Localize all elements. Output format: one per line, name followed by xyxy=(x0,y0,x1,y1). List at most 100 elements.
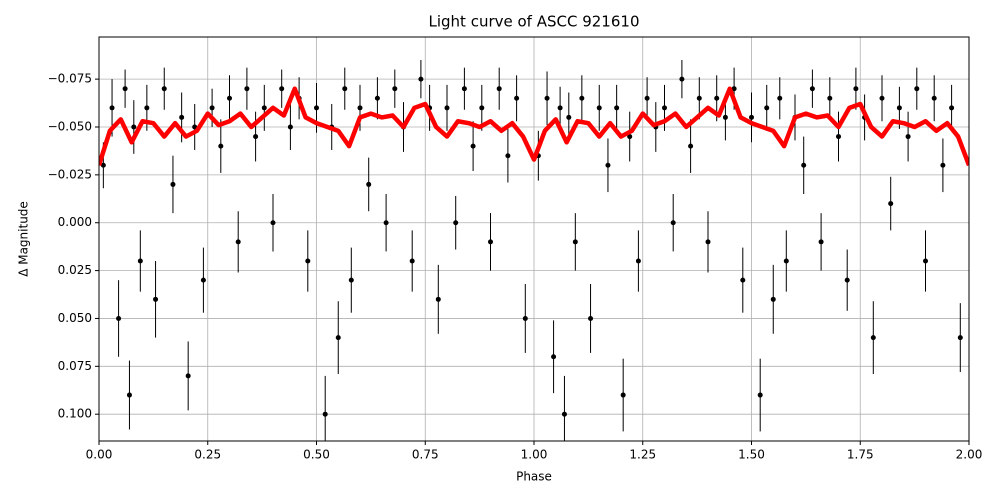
data-point xyxy=(153,296,159,302)
y-tick-label: −0.025 xyxy=(48,167,92,181)
chart-title: Light curve of ASCC 921610 xyxy=(429,13,640,31)
data-point xyxy=(514,95,520,101)
data-point xyxy=(770,296,776,302)
data-point xyxy=(374,95,380,101)
data-point xyxy=(137,258,143,264)
data-point xyxy=(314,105,319,111)
data-point xyxy=(696,95,702,101)
data-point xyxy=(305,258,311,264)
x-tick-label: 1.50 xyxy=(738,448,765,462)
y-tick-label: 0.025 xyxy=(58,263,92,277)
x-tick-label: 1.75 xyxy=(847,448,874,462)
data-point xyxy=(923,258,928,264)
y-tick-label: 0.075 xyxy=(58,359,92,373)
data-point xyxy=(740,277,746,283)
plot-frame xyxy=(98,36,970,442)
data-point xyxy=(253,134,259,140)
data-point xyxy=(185,373,191,379)
data-point xyxy=(279,86,285,92)
data-point xyxy=(614,105,620,111)
data-point xyxy=(879,95,885,101)
data-point xyxy=(357,105,363,111)
data-point xyxy=(596,105,602,111)
data-point xyxy=(109,105,115,111)
y-tick-label: 0.050 xyxy=(58,311,92,325)
data-point xyxy=(551,354,557,360)
data-point xyxy=(588,315,594,321)
x-tick-label: 0.75 xyxy=(412,448,439,462)
x-tick-label: 2.00 xyxy=(956,448,983,462)
data-point xyxy=(409,258,415,264)
data-point xyxy=(836,134,841,140)
data-point xyxy=(620,392,626,398)
data-point xyxy=(244,86,250,92)
data-point xyxy=(853,86,859,92)
data-point xyxy=(322,411,328,417)
data-point xyxy=(122,86,128,92)
data-point xyxy=(392,86,398,92)
data-point xyxy=(914,86,920,92)
data-point xyxy=(764,105,770,111)
y-tick-label: −0.050 xyxy=(48,119,92,133)
data-point xyxy=(287,124,293,130)
data-point xyxy=(270,220,276,226)
plot-area xyxy=(99,59,969,441)
data-point xyxy=(144,105,150,111)
data-point xyxy=(126,392,132,398)
data-point xyxy=(557,105,563,111)
x-tick-label: 0.50 xyxy=(303,448,330,462)
x-axis-label: Phase xyxy=(516,470,552,484)
data-point xyxy=(418,76,424,82)
data-point xyxy=(170,181,176,187)
data-point xyxy=(209,105,215,111)
data-point xyxy=(679,76,685,82)
data-point xyxy=(940,162,946,168)
x-tick-label: 0.00 xyxy=(86,448,113,462)
data-point xyxy=(777,95,783,101)
data-point xyxy=(200,277,206,283)
data-point xyxy=(505,153,511,159)
data-point xyxy=(635,258,641,264)
data-point xyxy=(957,335,963,341)
data-point xyxy=(566,114,572,120)
data-point xyxy=(470,143,476,149)
data-point xyxy=(179,114,185,120)
data-point xyxy=(801,162,807,168)
data-point xyxy=(579,95,585,101)
data-point xyxy=(749,114,754,120)
data-point xyxy=(705,239,711,245)
data-point xyxy=(100,162,106,168)
data-point xyxy=(227,95,232,101)
data-point xyxy=(161,86,167,92)
data-point xyxy=(731,86,737,92)
data-point xyxy=(496,86,502,92)
data-point xyxy=(783,258,789,264)
data-point xyxy=(809,86,815,92)
data-point xyxy=(818,239,824,245)
data-point xyxy=(561,411,567,417)
data-point xyxy=(844,277,850,283)
data-point xyxy=(342,86,348,92)
data-point xyxy=(488,239,493,245)
data-point xyxy=(827,95,833,101)
y-axis-label: Δ Magnitude xyxy=(17,201,31,277)
data-point xyxy=(335,335,341,341)
data-point xyxy=(931,95,937,101)
data-point xyxy=(644,95,650,101)
y-tick-label: −0.075 xyxy=(48,72,92,86)
data-point xyxy=(714,95,720,101)
data-point xyxy=(949,105,955,111)
data-point xyxy=(218,143,224,149)
data-point xyxy=(662,105,667,111)
data-point xyxy=(870,335,876,341)
x-tick-label: 1.25 xyxy=(629,448,656,462)
data-point xyxy=(261,105,267,111)
data-point xyxy=(757,392,763,398)
data-point xyxy=(348,277,354,283)
data-point xyxy=(366,181,372,187)
data-point xyxy=(572,239,578,245)
data-point xyxy=(670,220,676,226)
data-point xyxy=(905,134,911,140)
